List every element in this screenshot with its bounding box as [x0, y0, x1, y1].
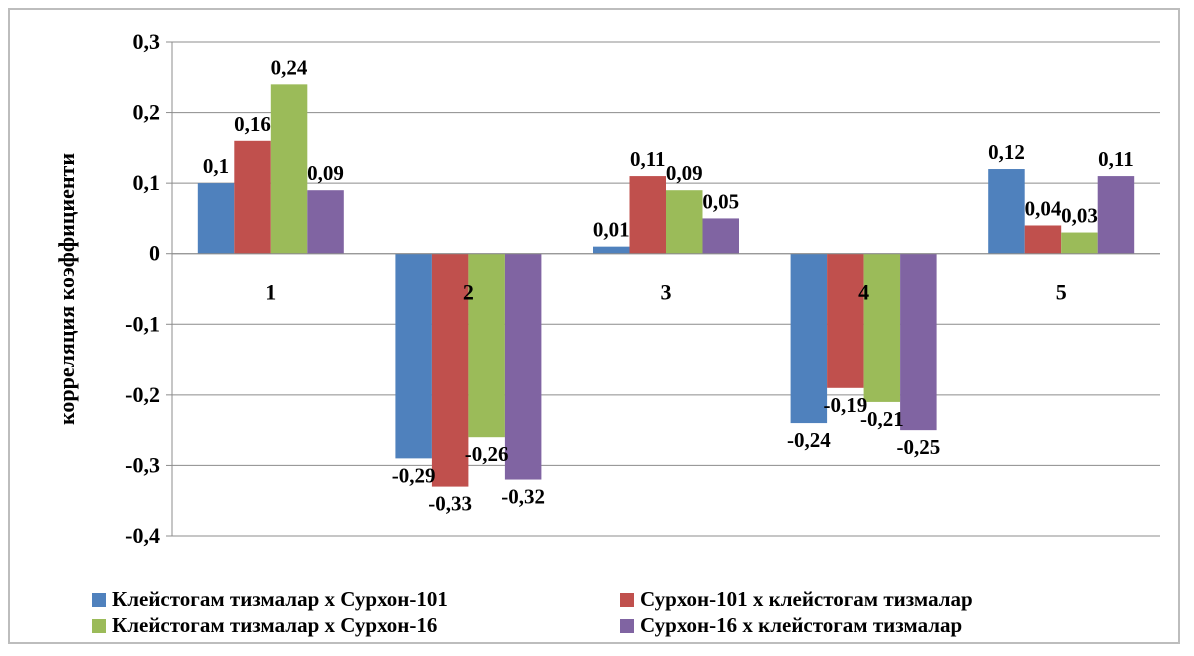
y-tick-label: 0: [149, 241, 160, 266]
legend-swatch: [92, 619, 106, 633]
data-label: -0,21: [860, 407, 904, 431]
bar-series3-cat5: [1061, 232, 1098, 254]
y-tick-label: 0,1: [133, 170, 161, 195]
data-label: -0,24: [787, 428, 831, 452]
y-tick-label: 0,3: [133, 29, 161, 54]
bar-series2-cat1: [234, 140, 271, 254]
bar-series3-cat4: [863, 253, 901, 402]
y-tick-label: -0,4: [125, 523, 160, 548]
bars: [172, 84, 1160, 487]
bar-series1-cat4: [790, 253, 828, 424]
data-label: 0,03: [1061, 204, 1098, 228]
data-label: 0,09: [666, 161, 703, 185]
data-label: -0,32: [501, 485, 545, 509]
bar-series2-cat5: [1024, 225, 1062, 254]
data-label: 0,11: [630, 147, 666, 171]
legend-swatch: [620, 619, 634, 633]
bar-series4-cat3: [702, 218, 739, 254]
category-labels: 1 2 3 4 5: [265, 280, 1066, 305]
legend: Клейстогам тизмалар х Сурхон-101 Сурхон-1…: [92, 587, 973, 637]
bar-series3-cat3: [666, 190, 703, 254]
chart-frame: 0,3 0,2 0,1 0 -0,1 -0,2 -0,3 -0,4 0,1 0,16 0,24 0,…: [8, 8, 1180, 644]
data-label: -0,33: [428, 492, 472, 516]
bar-series1-cat5: [988, 169, 1025, 254]
category-label: 2: [463, 280, 474, 305]
y-tick-label: -0,3: [125, 452, 160, 477]
data-label: 0,04: [1025, 196, 1062, 220]
data-label: -0,25: [896, 435, 940, 459]
data-label: -0,29: [392, 463, 436, 487]
bar-chart: 0,30,20,10-0,1-0,2-0,3-0,4 0,10,160,240,…: [54, 29, 1160, 637]
bar-series4-cat4: [900, 253, 937, 431]
legend-swatch: [620, 593, 634, 607]
bar-series4-cat2: [504, 253, 542, 480]
bar-series2-cat2: [431, 253, 469, 487]
data-label: 0,24: [271, 55, 308, 79]
data-label: 0,09: [307, 161, 344, 185]
y-tick-label: -0,2: [125, 382, 160, 407]
data-label: 0,16: [234, 112, 271, 136]
legend-label: Сурхон-16 х клейстогам тизмалар: [640, 613, 962, 637]
category-label: 3: [661, 280, 672, 305]
data-labels: 0,10,16 0,24 0,09 -0,29 -0,33 -0,26 -0,32 0,01 0…: [203, 55, 1134, 515]
data-label: 0,05: [702, 189, 739, 213]
legend-label: Клейстогам тизмалар х Сурхон-101: [112, 587, 448, 611]
bar-series1-cat3: [593, 246, 630, 254]
bar-series4-cat5: [1097, 176, 1135, 254]
category-label: 4: [858, 280, 869, 305]
y-axis-ticks: 0,3 0,2 0,1 0 -0,1 -0,2 -0,3 -0,4: [125, 29, 160, 548]
category-label: 5: [1056, 280, 1067, 305]
bar-series4-cat1: [307, 190, 344, 254]
bar-series1-cat1: [197, 183, 235, 254]
y-tick-label: 0,2: [133, 100, 161, 125]
y-tick-label: -0,1: [125, 311, 160, 336]
data-label: -0,19: [823, 393, 867, 417]
bar-series3-cat2: [468, 253, 505, 438]
legend-swatch: [92, 593, 106, 607]
data-label: 0,11: [1098, 147, 1134, 171]
data-label: -0,26: [465, 442, 509, 466]
data-label: 0,12: [988, 140, 1025, 164]
category-label: 1: [265, 280, 276, 305]
data-label: 0,01: [593, 218, 630, 242]
bar-series1-cat2: [395, 253, 432, 459]
y-axis-title: корреляция коэффициенти: [54, 153, 79, 425]
legend-label: Клейстогам тизмалар х Сурхон-16: [112, 613, 437, 637]
legend-label: Сурхон-101 х клейстогам тизмалар: [640, 587, 973, 611]
bar-series3-cat1: [270, 84, 308, 254]
bar-series2-cat4: [827, 253, 864, 388]
data-label: 0,1: [203, 154, 229, 178]
bar-series2-cat3: [629, 176, 666, 254]
